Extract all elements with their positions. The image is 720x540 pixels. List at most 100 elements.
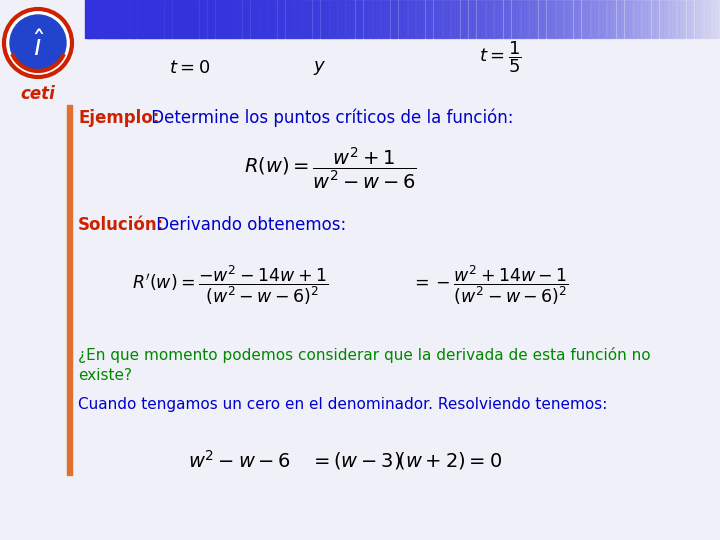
Circle shape [3, 8, 73, 78]
Bar [302, 0, 304, 38]
Bar [120, 0, 122, 38]
Bar [252, 0, 254, 38]
Bar [432, 0, 434, 38]
Bar [449, 0, 451, 38]
Bar [264, 0, 266, 38]
Bar [495, 0, 498, 38]
Bar [328, 0, 330, 38]
Bar [292, 0, 294, 38]
Bar [426, 0, 428, 38]
Bar [399, 0, 400, 38]
Bar [282, 0, 284, 38]
Text: $R'(w)=\dfrac{-w^2-14w+1}{\left(w^2-w-6\right)^2}$: $R'(w)=\dfrac{-w^2-14w+1}{\left(w^2-w-6\… [132, 263, 328, 307]
Text: ¿En que momento podemos considerar que la derivada de esta función no: ¿En que momento podemos considerar que l… [78, 347, 651, 363]
Bar [394, 0, 396, 38]
Bar [198, 0, 200, 38]
Bar [682, 0, 684, 38]
Bar [594, 0, 596, 38]
Bar [620, 0, 622, 38]
Bar [251, 0, 253, 38]
Bar [653, 0, 655, 38]
Bar [670, 0, 672, 38]
Bar [294, 0, 296, 38]
Bar [181, 0, 183, 38]
Bar [677, 0, 679, 38]
Bar [125, 0, 127, 38]
Bar [415, 0, 417, 38]
Bar [574, 0, 576, 38]
Bar [703, 0, 705, 38]
Bar [165, 0, 166, 38]
Bar [140, 0, 143, 38]
Bar [427, 0, 429, 38]
Bar [343, 0, 345, 38]
Bar [389, 0, 391, 38]
Bar [136, 0, 138, 38]
Bar [712, 0, 714, 38]
Bar [631, 0, 633, 38]
Bar [626, 0, 628, 38]
Bar [654, 0, 657, 38]
Bar [567, 0, 570, 38]
Bar [419, 0, 421, 38]
Bar [679, 0, 680, 38]
Bar [416, 0, 418, 38]
Bar [351, 0, 353, 38]
Bar [143, 0, 145, 38]
Bar [244, 0, 246, 38]
Bar [93, 0, 95, 38]
Text: $t=0$: $t=0$ [169, 59, 211, 77]
Bar [203, 0, 205, 38]
Bar [227, 0, 229, 38]
Bar [523, 0, 525, 38]
Bar [489, 0, 491, 38]
Bar [230, 0, 232, 38]
Bar [519, 0, 521, 38]
Bar [166, 0, 168, 38]
Bar [545, 0, 547, 38]
Bar [279, 0, 282, 38]
Bar [174, 0, 176, 38]
Bar [685, 0, 687, 38]
Bar [233, 0, 235, 38]
Bar [696, 0, 698, 38]
Bar [477, 0, 479, 38]
Bar [691, 0, 693, 38]
Bar [352, 0, 354, 38]
Bar [516, 0, 518, 38]
Bar [346, 0, 348, 38]
Bar [537, 0, 539, 38]
Bar [333, 0, 336, 38]
Bar [667, 0, 670, 38]
Bar [104, 0, 106, 38]
Bar [661, 0, 663, 38]
Bar [621, 0, 624, 38]
Bar [582, 0, 584, 38]
Bar [287, 0, 289, 38]
Bar [220, 0, 222, 38]
Bar [607, 0, 609, 38]
Bar [266, 0, 269, 38]
Bar [683, 0, 685, 38]
Bar [102, 0, 104, 38]
Bar [316, 0, 318, 38]
Bar [269, 0, 271, 38]
Bar [381, 0, 383, 38]
Bar [624, 0, 626, 38]
Bar [665, 0, 667, 38]
Bar [405, 0, 407, 38]
Bar [241, 0, 243, 38]
Bar [540, 0, 542, 38]
Bar [644, 0, 646, 38]
Bar [118, 0, 120, 38]
Bar [561, 0, 563, 38]
Bar [507, 0, 509, 38]
Bar [114, 0, 116, 38]
Bar [564, 0, 566, 38]
Bar [526, 0, 528, 38]
Bar [144, 0, 146, 38]
Bar [325, 0, 328, 38]
Bar [362, 0, 364, 38]
Bar [590, 0, 592, 38]
Bar [130, 0, 132, 38]
